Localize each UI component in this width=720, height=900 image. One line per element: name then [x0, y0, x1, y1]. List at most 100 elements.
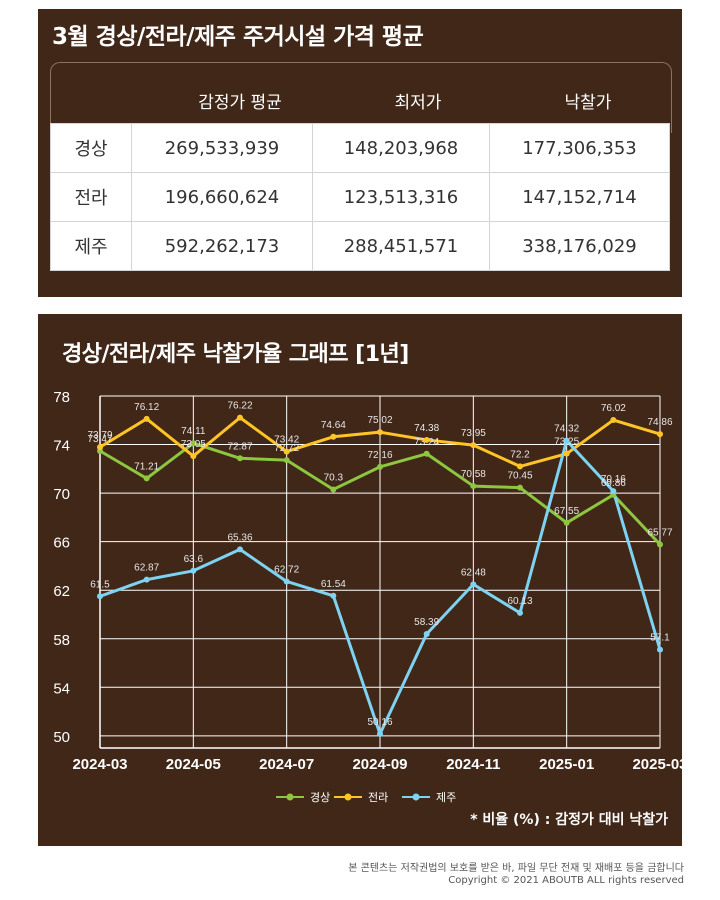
y-tick-label: 58: [53, 632, 70, 649]
cell-lowest: 288,451,571: [312, 221, 490, 271]
data-point: [610, 488, 617, 495]
data-label: 65.77: [647, 527, 672, 538]
data-point: [377, 730, 383, 737]
cell-winning: 147,152,714: [489, 172, 670, 222]
price-table-panel: 3월 경상/전라/제주 주거시설 가격 평균 감정가 평균 최저가 낙찰가 경상…: [38, 9, 682, 297]
data-point: [237, 414, 243, 421]
data-point: [283, 457, 290, 464]
data-label: 74.38: [414, 423, 439, 434]
data-point: [563, 437, 570, 444]
y-tick-label: 50: [53, 729, 70, 746]
x-tick-label: 2024-05: [166, 756, 221, 773]
data-point: [377, 463, 383, 470]
copyright-text: Copyright © 2021 ABOUTB ALL rights reser…: [448, 875, 684, 886]
copyright-notice: 본 콘텐츠는 저작권법의 보호를 받은 바, 파일 무단 전재 및 재배포 등을…: [348, 863, 684, 874]
data-label: 72.2: [510, 449, 530, 460]
chart-panel-title: 경상/전라/제주 낙찰가율 그래프 [1년]: [62, 342, 409, 367]
rate-chart-panel: 경상/전라/제주 낙찰가율 그래프 [1년] 50 54 58 62 66 70 74 78 2…: [38, 314, 682, 846]
data-label: 72.87: [227, 441, 252, 452]
cell-appraisal: 196,660,624: [131, 172, 313, 222]
data-label: 73.79: [87, 430, 112, 441]
x-tick-label: 2025-03: [632, 756, 682, 773]
legend-label: 전라: [368, 791, 388, 804]
data-label: 73.05: [181, 439, 206, 450]
data-label: 72.16: [367, 450, 392, 461]
x-tick-label: 2024-11: [446, 756, 500, 773]
legend-marker: [344, 793, 352, 801]
data-point: [237, 455, 243, 462]
y-tick-label: 70: [53, 486, 70, 503]
data-point: [470, 483, 477, 490]
data-label: 76.22: [227, 401, 252, 412]
data-label: 63.6: [184, 554, 204, 565]
x-tick-label: 2024-09: [352, 756, 407, 773]
data-label: 61.54: [321, 579, 346, 590]
data-point: [143, 415, 150, 422]
data-label: 70.58: [461, 469, 486, 480]
data-label: 65.36: [227, 532, 252, 543]
legend-label: 경상: [310, 791, 330, 804]
data-point: [470, 581, 477, 588]
price-table: 경상 269,533,939 148,203,968 177,306,353 전…: [50, 123, 670, 271]
data-label: 62.72: [274, 564, 299, 575]
data-label: 62.48: [461, 567, 486, 578]
data-label: 74.86: [647, 417, 672, 428]
x-tick-label: 2024-03: [72, 756, 127, 773]
y-tick-label: 74: [53, 438, 70, 455]
table-row: 경상 269,533,939 148,203,968 177,306,353: [50, 123, 670, 173]
data-point: [283, 448, 290, 455]
row-region: 경상: [50, 123, 132, 173]
data-point: [330, 486, 337, 493]
data-label: 62.87: [134, 563, 159, 574]
y-tick-label: 78: [53, 389, 70, 406]
table-header-frame: [50, 62, 672, 133]
data-label: 73.42: [274, 435, 299, 446]
data-point: [143, 475, 150, 482]
row-region: 제주: [50, 221, 132, 271]
data-point: [423, 436, 430, 443]
data-label: 60.13: [507, 596, 532, 607]
legend-label: 제주: [436, 791, 456, 804]
column-header-appraisal: 감정가 평균: [198, 93, 282, 113]
row-region: 전라: [50, 172, 132, 222]
cell-winning: 338,176,029: [489, 221, 670, 271]
data-label: 73.95: [461, 428, 486, 439]
data-label: 70.3: [324, 472, 344, 483]
data-point: [190, 567, 197, 574]
table-row: 제주 592,262,173 288,451,571 338,176,029: [50, 221, 670, 271]
table-panel-title: 3월 경상/전라/제주 주거시설 가격 평균: [52, 24, 424, 50]
data-point: [377, 429, 383, 436]
data-label: 75.02: [367, 415, 392, 426]
cell-lowest: 148,203,968: [312, 123, 490, 173]
y-tick-label: 66: [53, 535, 70, 552]
data-point: [610, 417, 617, 424]
data-point: [657, 646, 663, 653]
data-label: 76.02: [601, 403, 626, 414]
cell-winning: 177,306,353: [489, 123, 670, 173]
data-point: [97, 444, 103, 451]
data-label: 57.1: [650, 633, 670, 644]
data-point: [190, 453, 197, 460]
data-label: 73.47: [87, 434, 112, 445]
data-label: 61.5: [90, 579, 110, 590]
data-point: [423, 631, 430, 638]
data-label: 74.11: [181, 426, 206, 437]
data-label: 76.12: [134, 402, 159, 413]
data-point: [563, 519, 570, 526]
data-label: 70.16: [601, 474, 626, 485]
data-point: [423, 450, 430, 457]
column-header-winning: 낙찰가: [564, 93, 612, 113]
data-label: 71.21: [134, 461, 159, 472]
data-label: 67.55: [554, 506, 579, 517]
data-point: [470, 442, 477, 449]
data-point: [517, 463, 523, 470]
data-label: 58.39: [414, 617, 439, 628]
data-label: 50.16: [367, 717, 392, 728]
x-tick-label: 2024-07: [259, 756, 314, 773]
data-label: 69.86: [601, 478, 626, 489]
data-point: [657, 541, 663, 548]
data-point: [143, 576, 150, 583]
data-label: 74.64: [321, 420, 346, 431]
cell-appraisal: 269,533,939: [131, 123, 313, 173]
y-tick-label: 62: [53, 583, 70, 600]
